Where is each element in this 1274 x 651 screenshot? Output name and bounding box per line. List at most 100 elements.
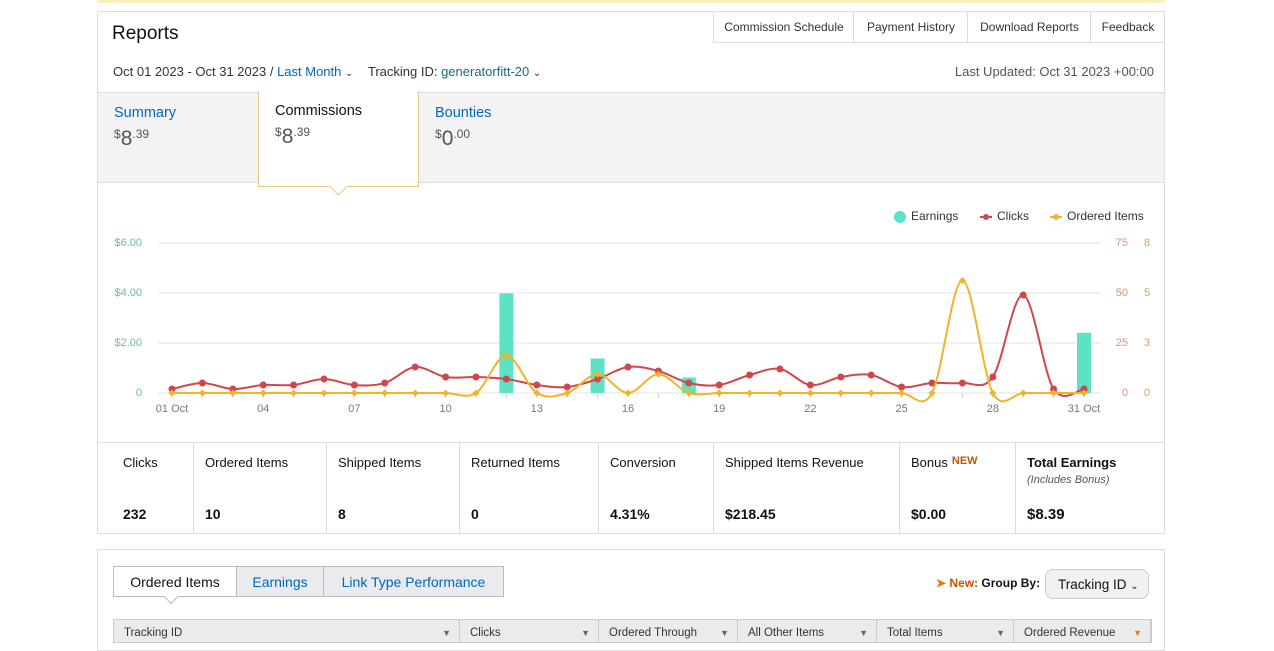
x-tick-label: 22 — [804, 403, 816, 415]
stats-row: Clicks 232 Ordered Items 10 Shipped Items 8 Re… — [98, 442, 1164, 534]
period-select[interactable]: Last Month — [277, 64, 342, 79]
bounties-tab[interactable]: Bounties $0.00 — [419, 93, 579, 182]
tab-button[interactable]: Ordered Items — [113, 566, 237, 597]
point — [320, 375, 328, 383]
point — [867, 389, 875, 397]
x-tick-label: 13 — [531, 403, 543, 415]
point — [533, 389, 541, 397]
new-badge: NEW — [951, 455, 978, 467]
tracking-label: Tracking ID: — [367, 64, 438, 79]
stat-value: $8.39 — [1027, 506, 1065, 523]
column-header[interactable]: Total Items ▼ — [877, 620, 1014, 642]
label-text: Ordered Items — [205, 455, 289, 470]
point — [229, 389, 237, 397]
tracking-select[interactable]: generatorfitt-20 — [441, 64, 530, 79]
group-by: ➤ New: Group By: — [936, 576, 1040, 590]
point — [928, 389, 936, 397]
column-header[interactable]: All Other Items ▼ — [738, 620, 877, 642]
point — [1019, 291, 1027, 299]
title: Reports — [112, 23, 179, 44]
point — [168, 389, 176, 397]
tick-label: 75 — [1116, 237, 1128, 249]
column-label: Total Items — [887, 627, 943, 639]
chart: 0 $2.00 $4.00 $6.00 0 25 50 75 0 3 5 8 01 Oct 04 07 10 1… — [114, 209, 1150, 415]
stat-cell: Ordered Items 10 — [194, 443, 327, 533]
header-tab[interactable]: Feedback — [1090, 12, 1165, 43]
tick-label: $2.00 — [114, 337, 142, 349]
label-text: Bonus — [911, 455, 948, 470]
stat-value: 4.31% — [610, 506, 650, 522]
column-label: Tracking ID — [124, 627, 183, 639]
x-tick-label: 19 — [713, 403, 725, 415]
report-card: Reports Commission Schedule Payment Hist… — [97, 11, 1165, 534]
x-tick-label: 04 — [257, 403, 269, 415]
point — [837, 389, 845, 397]
x-tick-label: 07 — [348, 403, 360, 415]
stat-label: Shipped Items Revenue — [725, 455, 888, 470]
point — [746, 389, 754, 397]
point — [198, 379, 206, 387]
point — [320, 389, 328, 397]
label-text: Shipped Items — [338, 455, 422, 470]
header-tab[interactable]: Commission Schedule — [713, 12, 854, 43]
line — [171, 294, 1085, 397]
tick-label: $6.00 — [114, 237, 142, 249]
select-value: Tracking ID — [1058, 577, 1127, 592]
x-tick-label: 31 Oct — [1068, 403, 1100, 415]
point — [715, 389, 723, 397]
point — [290, 381, 298, 389]
column-header[interactable]: Clicks ▼ — [460, 620, 599, 642]
point — [776, 365, 784, 373]
x-tick-label: 25 — [895, 403, 907, 415]
column-label: Clicks — [470, 627, 501, 639]
point — [563, 383, 571, 391]
tick-label: 0 — [1144, 387, 1150, 399]
point — [381, 379, 389, 387]
tick-label: 0 — [1122, 387, 1128, 399]
caret: ⌄ — [345, 68, 354, 79]
summary-tab[interactable]: Summary $8.39 — [98, 93, 258, 182]
point — [259, 381, 267, 389]
commissions-tab[interactable]: Commissions $8.39 — [258, 91, 419, 196]
x-tick-label: 10 — [439, 403, 451, 415]
column-header[interactable]: Tracking ID ▼ — [114, 620, 460, 642]
point — [624, 363, 632, 371]
tick-label: 0 — [136, 387, 142, 399]
stat-cell: Conversion 4.31% — [599, 443, 714, 533]
currency: $ — [275, 125, 282, 139]
stat-cell: Returned Items 0 — [460, 443, 599, 533]
tab-button[interactable]: Earnings — [236, 566, 324, 597]
whole: 0 — [441, 127, 454, 150]
sort-icon: ▼ — [1133, 628, 1142, 638]
tab-label: Summary — [114, 105, 177, 121]
tick-label: 50 — [1116, 287, 1128, 299]
point — [685, 389, 693, 397]
header-tab[interactable]: Download Reports — [967, 12, 1091, 43]
amount: $0.00 — [435, 127, 563, 151]
point — [442, 389, 450, 397]
bar — [1077, 332, 1091, 393]
stat-label: Returned Items — [471, 455, 587, 470]
cents: .39 — [132, 127, 150, 141]
label-text: Clicks — [123, 455, 158, 470]
point — [898, 389, 906, 397]
column-header[interactable]: Ordered Through ▼ — [599, 620, 738, 642]
point — [958, 276, 966, 285]
x-tick-label: 28 — [987, 403, 999, 415]
header-tab[interactable]: Payment History — [853, 12, 968, 43]
currency: $ — [114, 127, 121, 141]
point — [806, 389, 814, 397]
sort-icon: ▼ — [581, 628, 590, 638]
point — [502, 351, 510, 360]
report-tabs: Ordered Items Earnings Link Type Perform… — [113, 566, 504, 605]
group-select[interactable]: Tracking ID ⌄ — [1045, 569, 1149, 599]
column-header[interactable]: Ordered Revenue ▼ — [1014, 620, 1151, 642]
point — [898, 383, 906, 391]
sort-icon: ▼ — [859, 628, 868, 638]
tab-button[interactable]: Link Type Performance — [323, 566, 504, 597]
point — [594, 375, 602, 383]
point — [472, 373, 480, 381]
stat-value: 10 — [205, 506, 221, 522]
tick-label: 25 — [1116, 337, 1128, 349]
point — [928, 379, 936, 387]
